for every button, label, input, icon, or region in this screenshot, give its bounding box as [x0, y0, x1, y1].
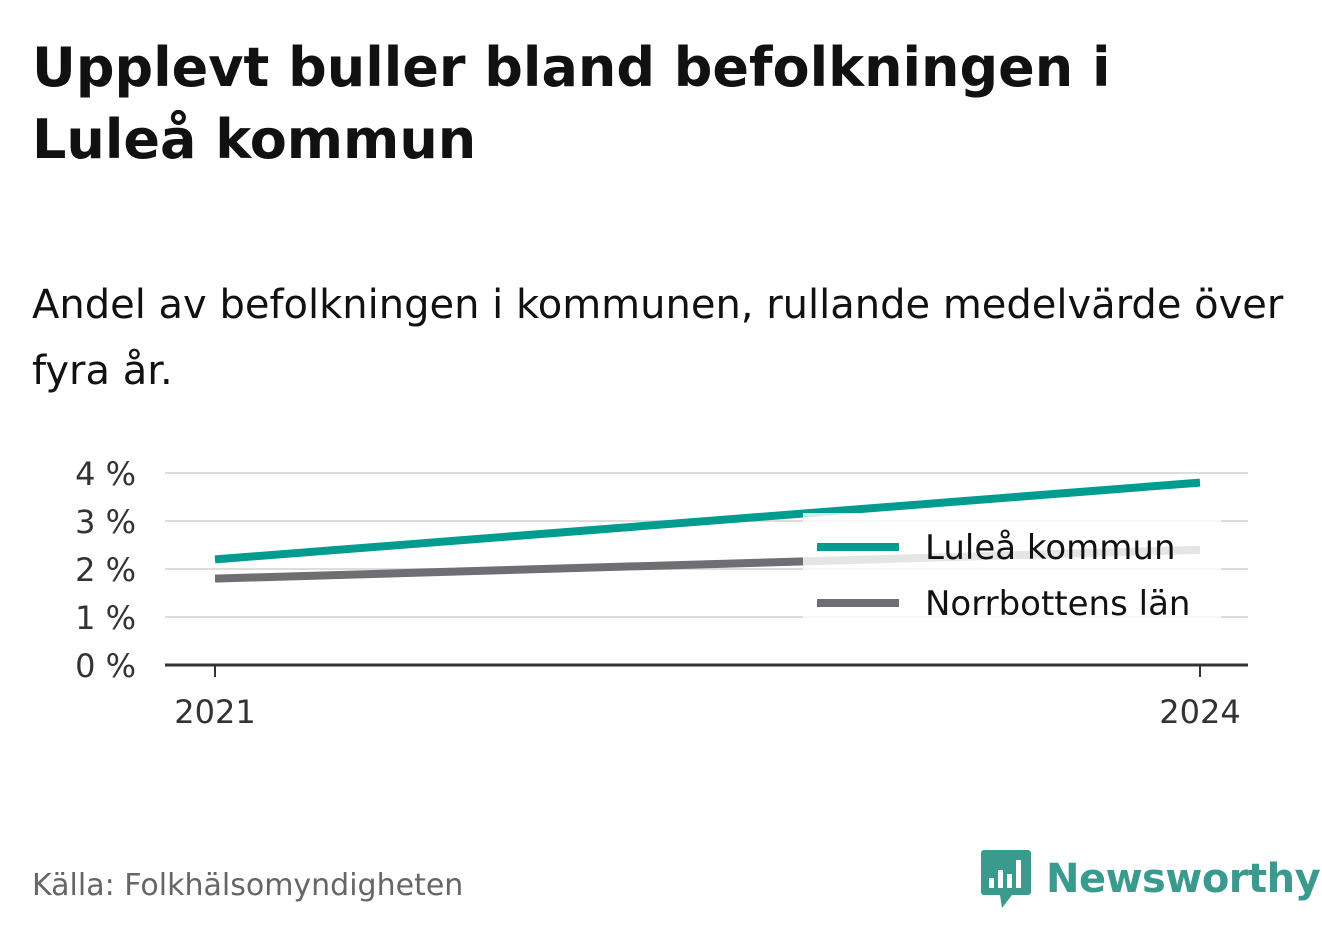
y-tick-label: 1 %	[75, 599, 136, 637]
series-line	[214, 478, 1201, 564]
x-tick-label: 2021	[174, 693, 255, 731]
newsworthy-logo-icon	[981, 850, 1031, 908]
x-axis: 2021 2024	[165, 663, 1248, 731]
x-tick-label: 2024	[1159, 693, 1240, 731]
y-tick-label: 4 %	[75, 455, 136, 493]
newsworthy-logo: Newsworthy	[980, 848, 1321, 910]
legend-label: Luleå kommun	[925, 528, 1176, 568]
y-axis-tick-labels: 0 % 1 % 2 % 3 % 4 %	[75, 455, 136, 685]
y-tick-label: 0 %	[75, 647, 136, 685]
y-tick-label: 3 %	[75, 503, 136, 541]
y-tick-label: 2 %	[75, 551, 136, 589]
source-note: Källa: Folkhälsomyndigheten	[32, 868, 464, 903]
line-chart: 0 % 1 % 2 % 3 % 4 % 2021 2024 Luleå kommun Nor…	[75, 455, 1248, 731]
chart-title: Upplevt buller bland befolkningen i Lule…	[32, 36, 1111, 171]
legend-label: Norrbottens län	[925, 584, 1190, 624]
newsworthy-logo-text: Newsworthy	[1046, 856, 1321, 902]
legend: Luleå kommun Norrbottens län	[803, 513, 1221, 635]
chart-subtitle: Andel av befolkningen i kommunen, rullan…	[32, 282, 1284, 394]
legend-box	[803, 513, 1221, 635]
